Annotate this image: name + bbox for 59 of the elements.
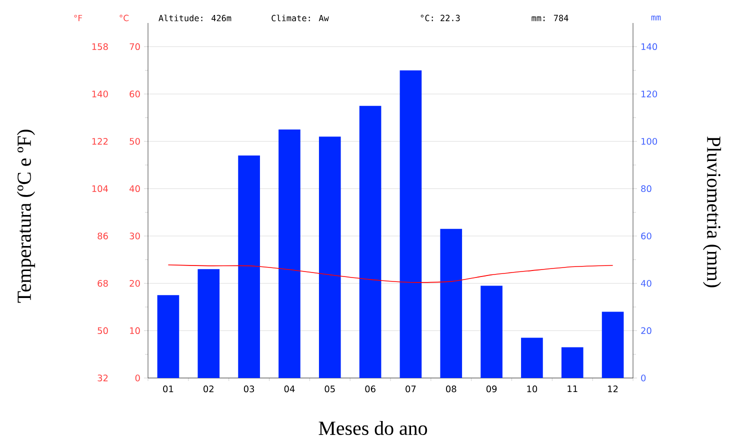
y3-tick-label: 50 bbox=[98, 327, 108, 334]
bar bbox=[561, 347, 584, 378]
bar bbox=[198, 269, 220, 378]
x-tick-label: 07 bbox=[406, 386, 416, 392]
y2-axis-title: Pluviometria (mm) bbox=[702, 136, 722, 288]
text: °F bbox=[74, 14, 82, 22]
y-tick-label: 60 bbox=[130, 90, 140, 98]
bar bbox=[278, 129, 300, 378]
y3-tick-label: 32 bbox=[98, 374, 108, 382]
text: Altitude: 426m bbox=[158, 14, 232, 22]
bar bbox=[157, 295, 180, 378]
y2-tick-label: 140 bbox=[642, 43, 658, 50]
y-axis-title: Temperatura (ºC e ºF) bbox=[16, 130, 36, 303]
y3-tick-label: 122 bbox=[92, 138, 108, 145]
y-tick-label: 10 bbox=[130, 327, 140, 334]
bar bbox=[521, 338, 543, 378]
x-tick-label: 05 bbox=[324, 386, 335, 392]
line-series bbox=[168, 264, 614, 283]
text: mm bbox=[651, 16, 661, 20]
bar bbox=[440, 228, 462, 378]
y3-tick-label: 140 bbox=[92, 90, 108, 98]
y2-tick-label: 80 bbox=[641, 185, 652, 192]
x-tick-label: 02 bbox=[204, 386, 214, 392]
y2-tick-label: 0 bbox=[641, 374, 646, 382]
y2-tick-label: 100 bbox=[642, 138, 658, 145]
y-tick-label: 70 bbox=[130, 43, 140, 50]
y-tick-label: 50 bbox=[130, 138, 140, 145]
bar bbox=[318, 136, 341, 378]
x-tick-label: 11 bbox=[568, 386, 578, 392]
y2-tick-label: 20 bbox=[641, 327, 652, 334]
y3-tick-label: 86 bbox=[98, 232, 108, 240]
y2-tick-label: 40 bbox=[640, 280, 652, 287]
y3-tick-label: 68 bbox=[98, 280, 108, 287]
bar bbox=[238, 156, 260, 378]
text: Climate: Aw bbox=[272, 14, 329, 22]
x-tick-label: 09 bbox=[486, 386, 497, 392]
bar bbox=[359, 106, 382, 378]
text: mm: 784 bbox=[532, 14, 568, 22]
x-tick-label: 01 bbox=[163, 386, 174, 392]
x-tick-label: 08 bbox=[446, 386, 456, 392]
y-tick-label: 30 bbox=[130, 232, 140, 240]
y-tick-label: 0 bbox=[135, 374, 140, 382]
y3-tick-label: 158 bbox=[92, 43, 108, 50]
y2-tick-label: 120 bbox=[642, 90, 658, 98]
bar bbox=[400, 70, 422, 378]
y-tick-label: 40 bbox=[130, 185, 140, 192]
x-tick-label: 03 bbox=[244, 386, 254, 392]
x-tick-label: 06 bbox=[365, 386, 376, 392]
x-tick-label: 12 bbox=[608, 386, 618, 392]
text: °C bbox=[120, 14, 129, 22]
bar bbox=[602, 312, 624, 378]
text: °C: 22.3 bbox=[420, 14, 460, 22]
y3-tick-label: 104 bbox=[92, 185, 108, 192]
x-axis-title: Meses do ano bbox=[318, 420, 428, 436]
x-tick-label: 04 bbox=[284, 386, 295, 392]
y2-tick-label: 60 bbox=[641, 232, 652, 240]
bar bbox=[480, 286, 502, 378]
x-tick-label: 10 bbox=[527, 386, 538, 392]
y-tick-label: 20 bbox=[130, 280, 140, 287]
